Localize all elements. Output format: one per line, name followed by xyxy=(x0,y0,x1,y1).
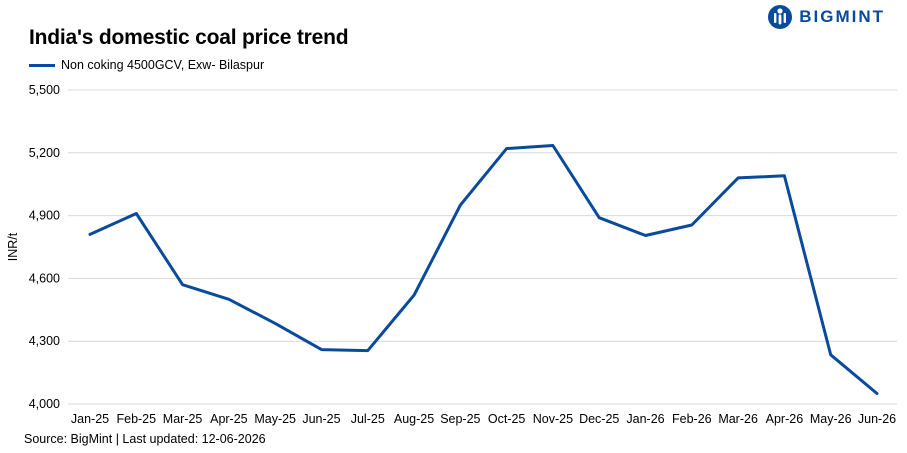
y-tick-label: 4,900 xyxy=(29,209,60,223)
chart-title: India's domestic coal price trend xyxy=(29,26,349,49)
x-tick-label: Dec-25 xyxy=(579,412,619,426)
x-tick-label: Jan-26 xyxy=(626,412,664,426)
x-tick-label: Jan-25 xyxy=(71,412,109,426)
legend-swatch xyxy=(29,63,55,67)
y-axis-label: INR/t xyxy=(6,232,20,261)
x-tick-label: Jun-25 xyxy=(302,412,340,426)
x-tick-label: Apr-26 xyxy=(766,412,804,426)
x-tick-label: Mar-26 xyxy=(718,412,758,426)
x-tick-label: Mar-25 xyxy=(163,412,203,426)
brand-logo: BIGMINT xyxy=(767,4,885,30)
x-tick-label: Jun-26 xyxy=(858,412,896,426)
legend-label: Non coking 4500GCV, Exw- Bilaspur xyxy=(61,58,265,72)
x-tick-label: Nov-25 xyxy=(533,412,573,426)
series-line xyxy=(88,144,879,395)
x-tick-label: May-25 xyxy=(254,412,296,426)
gridlines xyxy=(68,89,897,405)
series-lines xyxy=(88,144,879,395)
y-tick-label: 5,500 xyxy=(29,83,60,97)
y-tick-label: 4,000 xyxy=(29,397,60,411)
brand-name: BIGMINT xyxy=(799,7,885,26)
x-tick-label: Feb-26 xyxy=(672,412,712,426)
x-tick-labels: Jan-25 Feb-25 Mar-25 Apr-25 May-25 Jun-25 Jul-… xyxy=(71,412,896,426)
y-tick-label: 4,300 xyxy=(29,334,60,348)
x-tick-label: Oct-25 xyxy=(488,412,526,426)
legend: Non coking 4500GCV, Exw- Bilaspur xyxy=(29,58,264,72)
x-tick-label: Apr-25 xyxy=(210,412,248,426)
x-tick-label: Aug-25 xyxy=(394,412,434,426)
x-tick-label: Jul-25 xyxy=(351,412,385,426)
source-note: Source: BigMint | Last updated: 12-06-20… xyxy=(24,432,266,446)
y-tick-label: 4,600 xyxy=(29,271,60,285)
y-tick-label: 5,200 xyxy=(29,146,60,160)
x-tick-label: Feb-25 xyxy=(116,412,156,426)
x-tick-label: Sep-25 xyxy=(440,412,480,426)
y-tick-labels: 4,000 4,300 4,600 4,900 5,200 5,500 xyxy=(29,83,60,411)
x-tick-label: May-26 xyxy=(810,412,852,426)
bigmint-logo-icon xyxy=(768,5,793,29)
